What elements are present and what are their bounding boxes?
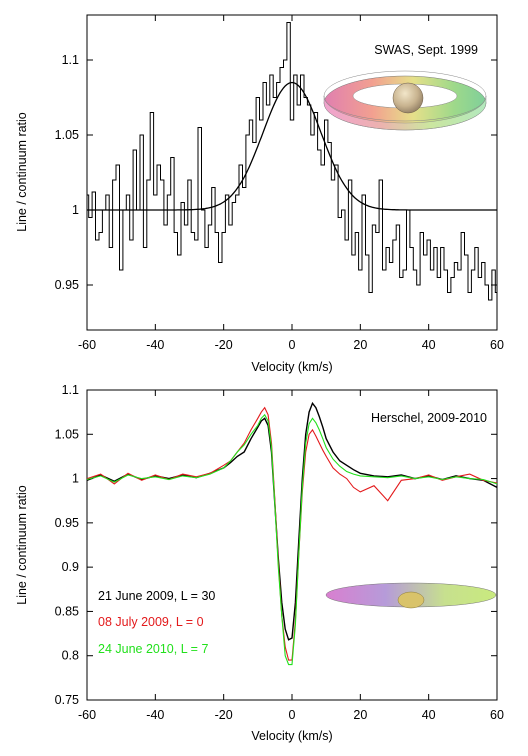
- plot-frame-swas: [86, 14, 498, 331]
- legend-entry-2009-07-08: 08 July 2009, L = 0: [98, 615, 204, 629]
- series-swas-spectrum: [87, 22, 497, 301]
- x-tick-label: 60: [490, 708, 504, 722]
- chart-herschel: -60 -40 -20 0 20 40 60 0.75 0.8 0.85 0.9 0.95 1 1.05…: [15, 383, 504, 743]
- torus-upper-outline: [323, 70, 487, 122]
- x-tick-label: 40: [422, 338, 436, 352]
- x-tick-label: 0: [289, 708, 296, 722]
- y-tick-label: 0.85: [55, 604, 79, 618]
- panel-title-swas: SWAS, Sept. 1999: [374, 43, 478, 57]
- x-tick-label: -20: [215, 708, 233, 722]
- y-tick-label: 0.9: [62, 560, 79, 574]
- x-ticks-swas: -60 -40 -20 0 20 40 60: [78, 15, 504, 352]
- torus-model-inset: [323, 70, 487, 131]
- x-tick-label: -40: [146, 708, 164, 722]
- y-axis-label-herschel: Line / continuum ratio: [15, 485, 29, 605]
- series-swas-model-fit: [87, 81, 497, 211]
- y-tick-label: 1: [72, 472, 79, 486]
- star-front-half: [397, 591, 425, 609]
- y-tick-label: 1.05: [55, 427, 79, 441]
- x-tick-label: 0: [289, 338, 296, 352]
- x-tick-label: 60: [490, 338, 504, 352]
- torus-front-rim: [323, 95, 487, 131]
- x-tick-label: -20: [215, 338, 233, 352]
- x-tick-label: 20: [353, 708, 367, 722]
- central-star-sphere: [392, 82, 424, 114]
- legend-entry-2010-06-24: 24 June 2010, L = 7: [98, 642, 208, 656]
- legend-herschel: 21 June 2009, L = 30 08 July 2009, L = 0…: [98, 589, 215, 656]
- y-ticks-herschel: 0.75 0.8 0.85 0.9 0.95 1 1.05 1.1: [55, 383, 497, 707]
- x-tick-label: -60: [78, 338, 96, 352]
- chart-swas: -60 -40 -20 0 20 40 60 0.95 1 1.05 1.1 SWAS, Sept…: [15, 14, 504, 374]
- x-tick-label: -40: [146, 338, 164, 352]
- series-2010-06-24: [86, 413, 498, 666]
- series-group-herschel: [86, 401, 498, 666]
- x-axis-label-swas: Velocity (km/s): [251, 360, 332, 374]
- panel-title-herschel: Herschel, 2009-2010: [371, 411, 487, 425]
- y-tick-label: 0.8: [62, 649, 79, 663]
- y-tick-label: 1.05: [55, 128, 79, 142]
- x-axis-label-herschel: Velocity (km/s): [251, 729, 332, 743]
- y-ticks-swas: 0.95 1 1.05 1.1: [55, 53, 497, 292]
- y-tick-label: 1: [72, 203, 79, 217]
- legend-entry-2009-06-21: 21 June 2009, L = 30: [98, 589, 215, 603]
- y-tick-label: 0.95: [55, 278, 79, 292]
- y-tick-label: 0.95: [55, 516, 79, 530]
- y-tick-label: 1.1: [62, 383, 79, 397]
- x-tick-label: -60: [78, 708, 96, 722]
- y-tick-label: 1.1: [62, 53, 79, 67]
- flat-disk-model-inset: [325, 582, 497, 609]
- y-axis-label-swas: Line / continuum ratio: [15, 112, 29, 232]
- y-tick-label: 0.75: [55, 693, 79, 707]
- x-ticks-herschel: -60 -40 -20 0 20 40 60: [78, 390, 504, 722]
- x-tick-label: 20: [353, 338, 367, 352]
- x-tick-label: 40: [422, 708, 436, 722]
